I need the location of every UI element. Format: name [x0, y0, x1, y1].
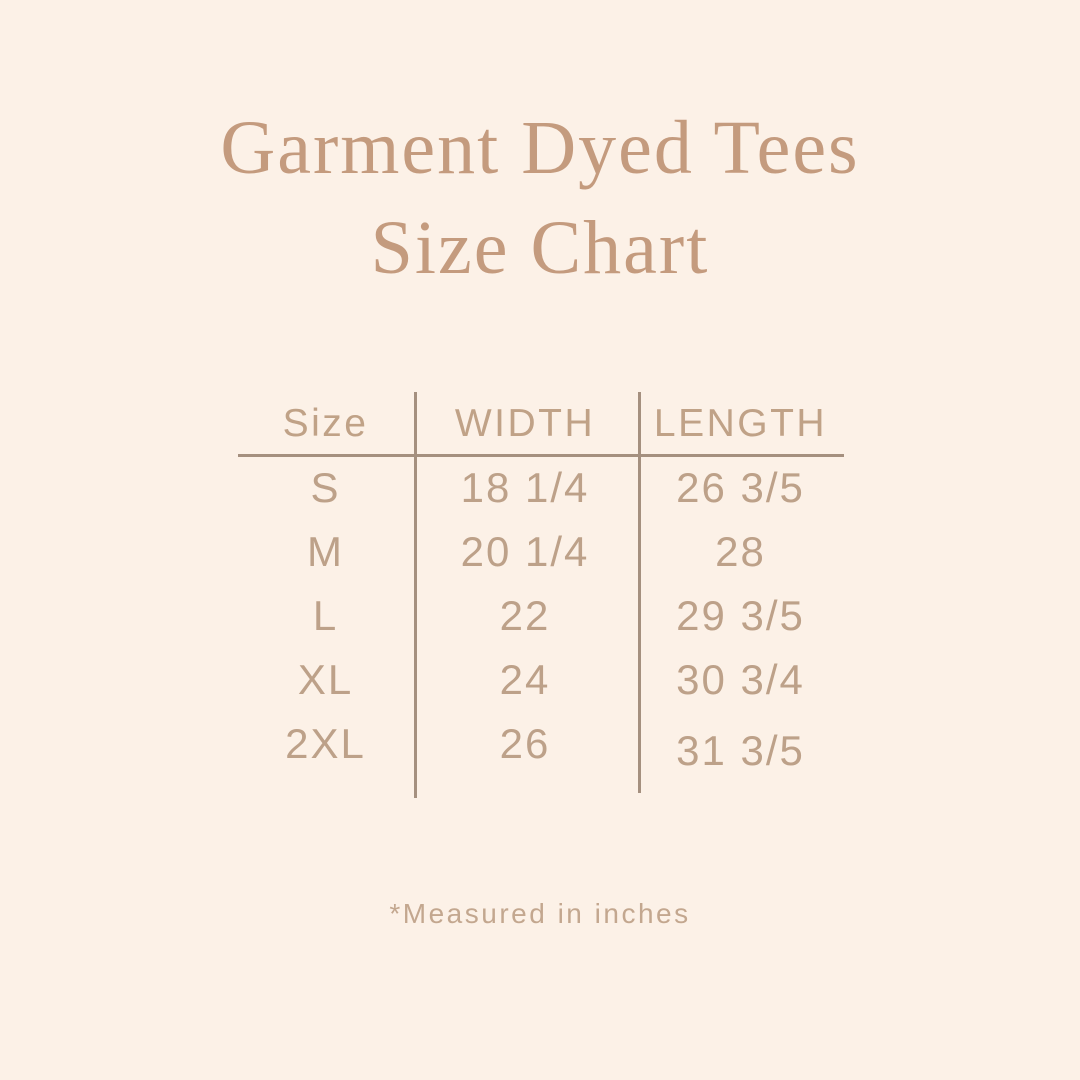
row-xl-width: 24: [499, 656, 551, 703]
row-xl-length: 30 3/4: [676, 656, 805, 703]
measurement-footnote: *Measured in inches: [389, 898, 691, 929]
row-xl-size: XL: [297, 656, 354, 703]
page-title-line1: Garment Dyed Tees: [220, 106, 860, 190]
column-header-length: LENGTH: [653, 401, 828, 445]
header-underline: [238, 454, 844, 457]
row-m-length: 28: [715, 528, 766, 575]
column-header-width: WIDTH: [454, 401, 596, 445]
column-header-size: Size: [282, 401, 369, 445]
row-2xl-length: 31 3/5: [676, 727, 805, 774]
size-chart-table: Size WIDTH LENGTH S 18 1/4 26 3/5 M 20 1…: [238, 392, 844, 802]
row-l-width: 22: [499, 592, 551, 639]
row-s-size: S: [310, 464, 341, 511]
row-m-size: M: [307, 528, 344, 575]
row-l-length: 29 3/5: [676, 592, 805, 639]
row-2xl-size: 2XL: [285, 720, 366, 767]
table-grid: Size WIDTH LENGTH S 18 1/4 26 3/5 M 20 1…: [238, 392, 844, 776]
column-divider-width-length: [638, 392, 641, 793]
row-l-size: L: [312, 592, 339, 639]
page-title-line2: Size Chart: [370, 206, 710, 290]
row-m-width: 20 1/4: [460, 528, 590, 575]
row-2xl-width: 26: [499, 720, 551, 767]
row-s-width: 18 1/4: [460, 464, 590, 511]
column-divider-size-width: [414, 392, 417, 798]
page-title: Garment Dyed Tees Size Chart: [0, 98, 1080, 298]
row-s-length: 26 3/5: [676, 464, 805, 511]
